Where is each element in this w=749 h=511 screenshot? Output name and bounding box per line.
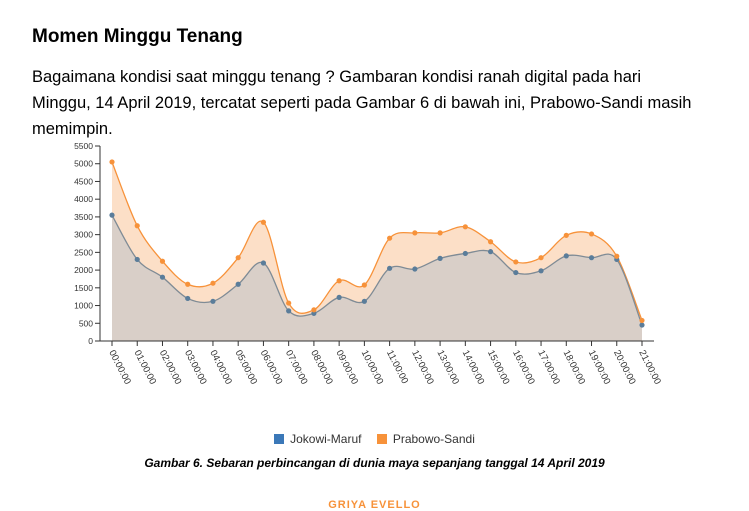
x-tick-label: 14:00:00 bbox=[460, 348, 487, 386]
chart-legend: Jokowi-Maruf Prabowo-Sandi bbox=[0, 432, 749, 447]
data-point-prabowo bbox=[412, 230, 418, 236]
y-tick-label: 2000 bbox=[74, 265, 93, 275]
data-point-jokowi bbox=[487, 249, 494, 255]
figure-caption: Gambar 6. Sebaran perbincangan di dunia … bbox=[144, 456, 605, 470]
x-tick-label: 09:00:00 bbox=[333, 348, 360, 386]
data-point-jokowi bbox=[185, 295, 191, 302]
series-lines bbox=[111, 161, 643, 326]
data-point-prabowo bbox=[487, 239, 494, 245]
article-paragraph: Bagaimana kondisi saat minggu tenang ? G… bbox=[32, 68, 692, 138]
data-point-jokowi bbox=[210, 298, 216, 304]
y-tick-label: 1000 bbox=[74, 301, 93, 311]
area-chart: 0 500 1000 1500 2000 2500 3000 3500 4000 4500 5000… bbox=[74, 141, 663, 386]
data-point-jokowi bbox=[336, 294, 342, 300]
data-point-prabowo bbox=[109, 159, 115, 165]
data-point-jokowi bbox=[437, 255, 443, 261]
data-point-prabowo bbox=[336, 278, 342, 284]
data-point-prabowo bbox=[235, 255, 241, 261]
x-tick-label: 08:00:00 bbox=[308, 348, 335, 386]
data-point-prabowo bbox=[588, 231, 595, 237]
data-point-prabowo bbox=[286, 300, 292, 306]
y-tick-label: 4000 bbox=[74, 194, 93, 204]
series-line-prabowo bbox=[111, 161, 643, 321]
data-point-jokowi bbox=[159, 274, 166, 280]
footer-brand: GRIYA EVELLO bbox=[328, 499, 421, 511]
y-tick-label: 500 bbox=[79, 318, 93, 328]
legend-item-jokowi: Jokowi-Maruf bbox=[274, 432, 361, 446]
section-heading: Momen Minggu Tenang bbox=[32, 26, 243, 47]
y-tick-label: 3000 bbox=[74, 230, 93, 240]
x-tick-label: 00:00:00 bbox=[106, 348, 133, 386]
x-tick-label: 15:00:00 bbox=[485, 348, 512, 386]
x-tick-label: 18:00:00 bbox=[561, 348, 588, 386]
data-point-prabowo bbox=[185, 281, 191, 287]
y-tick-label: 2500 bbox=[74, 247, 93, 257]
x-tick-label: 21:00:00 bbox=[636, 348, 663, 386]
x-tick-label: 17:00:00 bbox=[535, 348, 562, 386]
area-fills bbox=[112, 161, 642, 341]
x-tick-label: 12:00:00 bbox=[409, 348, 436, 386]
x-tick-label: 07:00:00 bbox=[283, 348, 310, 386]
x-tick-label: 03:00:00 bbox=[182, 348, 209, 386]
data-point-jokowi bbox=[286, 308, 292, 314]
x-tick-label: 01:00:00 bbox=[132, 348, 159, 386]
data-point-prabowo bbox=[361, 282, 367, 288]
data-point-prabowo bbox=[462, 224, 468, 230]
data-point-jokowi bbox=[361, 298, 367, 304]
data-point-jokowi bbox=[109, 212, 115, 218]
data-point-jokowi bbox=[639, 322, 645, 328]
series-line-jokowi bbox=[111, 214, 643, 326]
legend-label-prabowo: Prabowo-Sandi bbox=[392, 432, 475, 446]
data-point-prabowo bbox=[639, 317, 645, 324]
data-point-prabowo bbox=[260, 219, 267, 225]
y-tick-label: 1500 bbox=[74, 283, 93, 293]
area-fill-jokowi bbox=[112, 215, 642, 341]
data-point-prabowo bbox=[387, 235, 393, 241]
data-point-jokowi bbox=[134, 256, 140, 263]
data-point-jokowi bbox=[260, 260, 267, 266]
x-tick-label: 11:00:00 bbox=[384, 348, 410, 385]
data-point-prabowo bbox=[159, 258, 166, 264]
x-tick-label: 02:00:00 bbox=[157, 348, 184, 386]
data-point-prabowo bbox=[513, 259, 519, 265]
y-tick-label: 5000 bbox=[74, 159, 93, 169]
x-tick-label: 05:00:00 bbox=[233, 348, 260, 386]
x-tick-label: 20:00:00 bbox=[611, 348, 638, 386]
data-point-prabowo bbox=[437, 230, 443, 236]
data-point-jokowi bbox=[563, 253, 569, 259]
data-point-jokowi bbox=[462, 250, 468, 257]
x-tick-label: 04:00:00 bbox=[207, 348, 234, 386]
y-tick-label: 0 bbox=[88, 336, 93, 346]
data-point-prabowo bbox=[538, 255, 544, 261]
y-tick-label: 5500 bbox=[74, 141, 93, 151]
data-point-jokowi bbox=[513, 269, 519, 276]
data-point-jokowi bbox=[538, 268, 544, 274]
data-point-prabowo bbox=[210, 280, 216, 286]
data-point-prabowo bbox=[311, 307, 317, 313]
data-point-jokowi bbox=[588, 255, 595, 261]
legend-swatch-jokowi bbox=[274, 434, 285, 444]
legend-label-jokowi: Jokowi-Maruf bbox=[290, 432, 362, 446]
y-tick-label: 3500 bbox=[74, 212, 93, 222]
y-tick-label: 4500 bbox=[74, 176, 93, 186]
data-point-jokowi bbox=[412, 266, 418, 272]
data-point-prabowo bbox=[563, 232, 569, 238]
x-tick-label: 10:00:00 bbox=[359, 348, 386, 386]
x-tick-label: 19:00:00 bbox=[586, 348, 613, 386]
legend-item-prabowo: Prabowo-Sandi bbox=[376, 432, 475, 446]
x-tick-label: 16:00:00 bbox=[510, 348, 537, 386]
x-axis: 00:00:0001:00:0002:00:0003:00:0004:00:00… bbox=[100, 340, 663, 386]
x-tick-label: 13:00:00 bbox=[434, 348, 461, 386]
legend-swatch-prabowo bbox=[376, 434, 387, 444]
data-points bbox=[109, 159, 645, 328]
data-point-jokowi bbox=[235, 281, 241, 287]
y-axis: 0 500 1000 1500 2000 2500 3000 3500 4000 4500 5000… bbox=[74, 141, 101, 346]
data-point-jokowi bbox=[387, 265, 393, 271]
data-point-prabowo bbox=[134, 223, 140, 229]
x-tick-label: 06:00:00 bbox=[258, 348, 285, 386]
data-point-prabowo bbox=[614, 253, 620, 259]
